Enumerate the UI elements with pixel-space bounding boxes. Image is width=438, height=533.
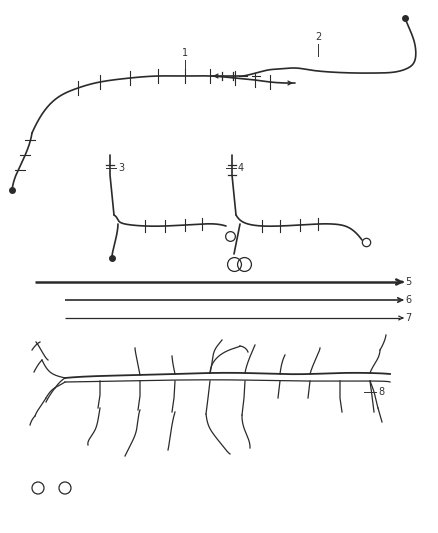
- Text: 7: 7: [405, 313, 411, 323]
- Text: 8: 8: [378, 387, 384, 397]
- Text: 4: 4: [238, 163, 244, 173]
- Text: 2: 2: [315, 32, 321, 42]
- Text: 1: 1: [182, 48, 188, 58]
- Text: 5: 5: [405, 277, 411, 287]
- Text: 3: 3: [118, 163, 124, 173]
- Text: 6: 6: [405, 295, 411, 305]
